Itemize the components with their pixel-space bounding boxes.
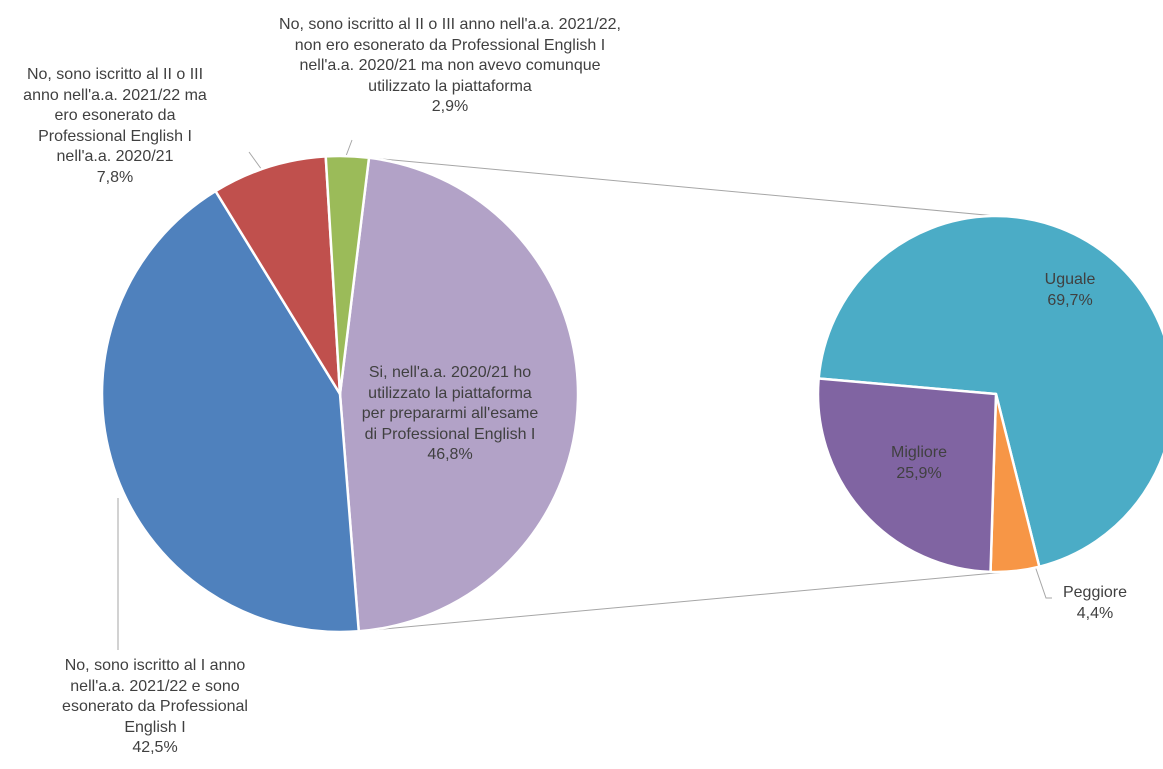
secondary-slice-label-migliore: Migliore 25,9% xyxy=(890,444,947,482)
main-slice-label-primo-anno: No, sono iscritto al I anno nell'a.a. 20… xyxy=(62,657,248,756)
main-slice-esonerato xyxy=(214,155,342,396)
main-slice-label-non-utilizzato: No, sono iscritto al II o III anno nell'… xyxy=(279,16,621,115)
secondary-slice-migliore xyxy=(816,377,998,574)
secondary-slice-label-uguale: Uguale 69,7% xyxy=(1044,271,1096,309)
main-slice-non-utilizzato xyxy=(324,154,371,396)
leader-line-esonerato xyxy=(248,151,263,171)
leader-line-peggiore xyxy=(1034,565,1052,599)
connector-line-top xyxy=(368,157,997,217)
main-slice-label-piattaforma: Si, nell'a.a. 2020/21 ho utilizzato la p… xyxy=(361,364,539,463)
main-slice-piattaforma xyxy=(338,156,580,633)
leader-line-non-utilizzato xyxy=(345,139,353,157)
connector-line-bottom xyxy=(358,571,1007,632)
main-slice-primo-anno xyxy=(100,189,361,634)
secondary-slice-label-peggiore: Peggiore 4,4% xyxy=(1062,584,1128,622)
secondary-slice-uguale xyxy=(817,214,1163,568)
main-slice-label-esonerato: No, sono iscritto al II o III anno nell'… xyxy=(23,66,207,186)
